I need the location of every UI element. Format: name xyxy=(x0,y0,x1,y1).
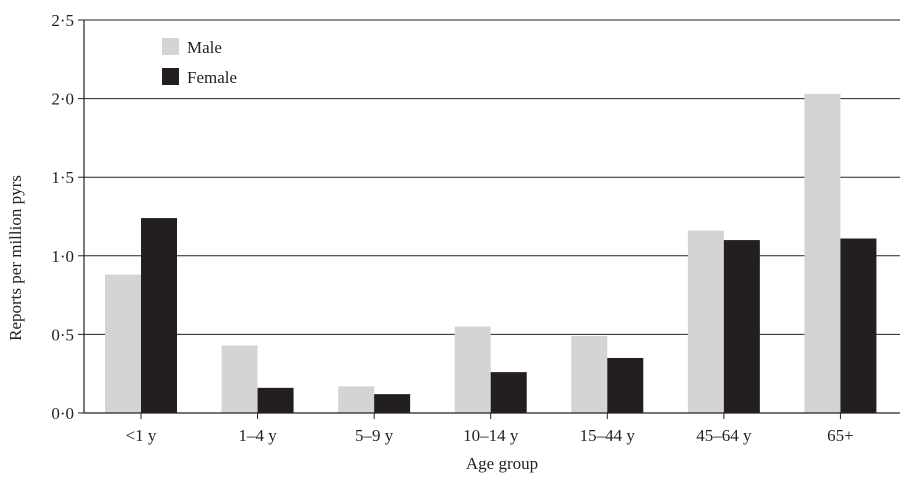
gridlines xyxy=(78,19,900,414)
bar-male xyxy=(454,326,491,413)
legend-swatch-female xyxy=(162,68,179,85)
bar-male xyxy=(105,274,141,413)
bar-female xyxy=(723,240,760,413)
bar-male xyxy=(571,335,608,413)
legend: Male Female xyxy=(162,38,237,87)
y-tick-label: 1·5 xyxy=(51,168,74,187)
legend-swatch-male xyxy=(162,38,179,55)
x-tick-label: 10–14 y xyxy=(463,426,519,445)
bar-male xyxy=(221,345,258,413)
x-tick-label: 5–9 y xyxy=(355,426,394,445)
x-tick-label: 1–4 y xyxy=(238,426,277,445)
x-tick-labels: <1 y 1–4 y 5–9 y 10–14 y 15–44 y 45–64 y 65+ xyxy=(126,413,854,445)
y-tick-label: 1·0 xyxy=(51,247,74,266)
y-tick-label: 2·0 xyxy=(51,90,74,109)
y-tick-label: 0·0 xyxy=(51,404,74,423)
x-tick-label: <1 y xyxy=(126,426,157,445)
x-axis-title: Age group xyxy=(466,454,538,473)
legend-label-female: Female xyxy=(187,68,237,87)
y-tick-label: 2·5 xyxy=(51,11,74,30)
legend-label-male: Male xyxy=(187,38,222,57)
bar-female xyxy=(840,238,877,413)
bar-male xyxy=(804,93,841,413)
y-tick-labels: 0·0 0·5 1·0 1·5 2·0 2·5 xyxy=(51,11,74,423)
x-tick-label: 15–44 y xyxy=(580,426,636,445)
bar-female xyxy=(141,218,177,413)
x-tick-label: 65+ xyxy=(827,426,854,445)
bar-male xyxy=(687,230,724,413)
bar-female xyxy=(257,387,294,413)
x-tick-label: 45–64 y xyxy=(696,426,752,445)
y-axis-title: Reports per million pyrs xyxy=(6,175,25,341)
bar-female xyxy=(374,394,411,413)
y-tick-label: 0·5 xyxy=(51,325,74,344)
axes xyxy=(83,20,900,414)
bar-male xyxy=(338,386,375,413)
bars xyxy=(105,93,877,413)
bar-female xyxy=(490,372,527,413)
bar-female xyxy=(607,357,644,413)
